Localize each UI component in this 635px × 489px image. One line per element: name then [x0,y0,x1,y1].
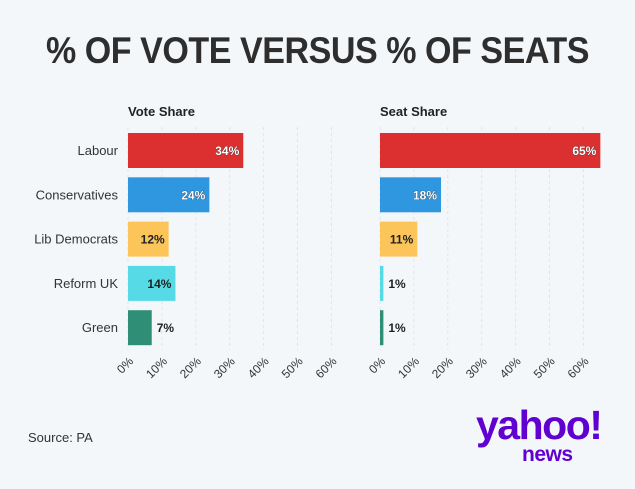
data-label: 1% [388,277,406,291]
x-tick-label: 30% [211,354,238,381]
x-tick-label: 50% [531,354,558,381]
x-tick-label: 40% [245,354,272,381]
yahoo-news-logo: yahoo! news [476,402,616,467]
bar [128,310,152,346]
x-tick-label: 10% [143,354,170,381]
bar [380,265,384,301]
x-tick-label: 30% [463,354,490,381]
x-tick-label: 0% [366,354,388,376]
source-note: Source: PA [28,430,93,445]
x-tick-label: 40% [497,354,524,381]
bar [128,133,244,168]
bar [380,177,442,213]
category-label: Labour [78,143,119,158]
panel-title: Vote Share [128,104,195,119]
data-label: 24% [181,188,205,202]
data-label: 34% [215,144,239,158]
data-label: 12% [141,233,165,247]
x-tick-label: 20% [429,354,456,381]
data-label: 14% [147,277,171,291]
bar [380,310,384,346]
data-label: 18% [413,188,437,202]
x-tick-label: 60% [565,354,592,381]
x-tick-label: 10% [395,354,422,381]
category-label: Lib Democrats [34,232,118,247]
x-tick-label: 0% [114,354,136,376]
bar [380,133,601,168]
x-tick-label: 50% [279,354,306,381]
chart-title: % OF VOTE VERSUS % OF SEATS [45,30,590,71]
x-tick-label: 20% [177,354,204,381]
data-label: 11% [390,233,414,247]
category-label: Conservatives [36,187,119,202]
bar [128,265,176,301]
logo-wordmark: yahoo! [476,402,603,448]
category-label: Green [82,320,118,335]
logo-subtitle: news [522,443,573,466]
data-label: 7% [157,321,175,335]
bar [380,221,418,257]
data-label: 65% [572,144,596,158]
panel-title: Seat Share [380,104,447,119]
category-label: Reform UK [54,276,119,291]
bar [128,177,210,213]
x-tick-label: 60% [313,354,340,381]
bar [128,221,169,257]
data-label: 1% [388,321,406,335]
